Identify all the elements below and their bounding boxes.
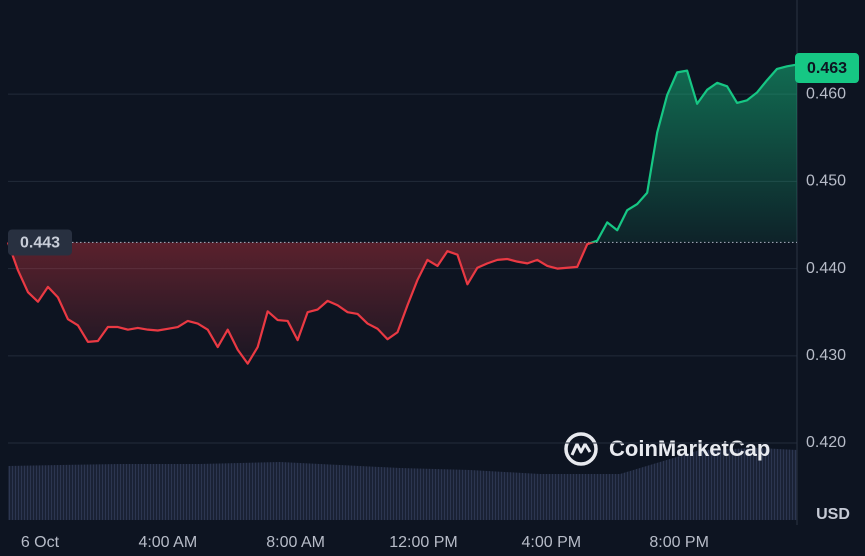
y-tick-label: 0.420 xyxy=(806,434,846,451)
x-tick-label: 8:00 PM xyxy=(649,534,709,551)
watermark-logo-mark xyxy=(570,442,592,456)
reference-label-box xyxy=(8,229,72,256)
x-tick-label: 12:00 PM xyxy=(389,534,457,551)
y-tick-label: 0.460 xyxy=(806,85,846,102)
volume-bars xyxy=(8,448,797,520)
y-tick-label: 0.450 xyxy=(806,173,846,190)
watermark: CoinMarketCap xyxy=(564,432,770,466)
x-tick-label: 4:00 PM xyxy=(522,534,582,551)
y-tick-label: 0.440 xyxy=(806,260,846,277)
price-line xyxy=(6,63,798,365)
x-tick-label: 4:00 AM xyxy=(138,534,197,551)
x-tick-label: 8:00 AM xyxy=(266,534,325,551)
reference-label: 0.443 xyxy=(20,235,60,252)
currency-label: USD xyxy=(816,506,850,523)
current-price-box xyxy=(795,53,859,84)
watermark-logo xyxy=(564,432,598,466)
x-tick-label: 6 Oct xyxy=(21,534,60,551)
y-tick-label: 0.430 xyxy=(806,347,846,364)
watermark-text: CoinMarketCap xyxy=(609,436,770,461)
price-area xyxy=(8,64,797,364)
current-price-label: 0.463 xyxy=(807,60,847,77)
